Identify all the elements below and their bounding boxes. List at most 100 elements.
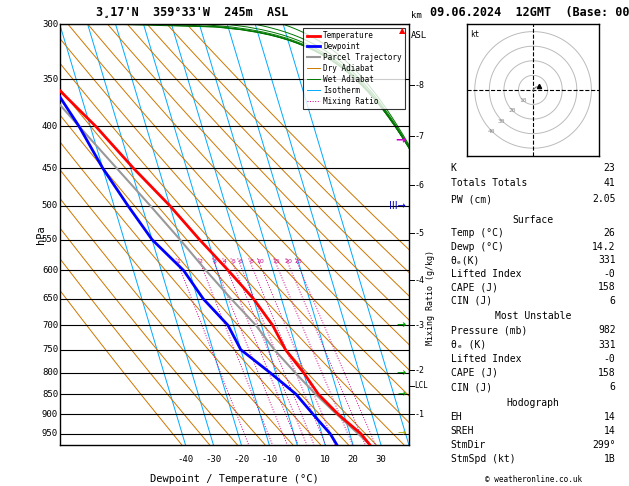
Text: 10: 10: [256, 260, 264, 264]
Text: SREH: SREH: [450, 426, 474, 436]
Text: ASL: ASL: [411, 31, 427, 39]
Text: Totals Totals: Totals Totals: [450, 178, 527, 189]
Text: 500: 500: [42, 201, 58, 210]
Text: 10: 10: [519, 98, 526, 103]
Text: 41: 41: [604, 178, 616, 189]
Text: LCL: LCL: [415, 381, 428, 390]
Text: -5: -5: [415, 228, 425, 238]
Text: →: →: [396, 367, 406, 378]
Text: 09.06.2024  12GMT  (Base: 00): 09.06.2024 12GMT (Base: 00): [430, 6, 629, 19]
Text: 20: 20: [508, 108, 516, 113]
Text: 0: 0: [294, 455, 300, 464]
Text: hPa: hPa: [36, 225, 45, 244]
Text: ▲: ▲: [399, 26, 406, 35]
Text: -6: -6: [415, 181, 425, 190]
Text: Lifted Index: Lifted Index: [450, 269, 521, 279]
Text: 299°: 299°: [592, 440, 616, 450]
Text: 6: 6: [610, 382, 616, 392]
Text: 20: 20: [348, 455, 359, 464]
Text: 6: 6: [610, 296, 616, 306]
Text: 550: 550: [42, 235, 58, 244]
Text: 1: 1: [176, 260, 181, 264]
Text: →: →: [395, 133, 406, 146]
Text: 14: 14: [604, 426, 616, 436]
Text: 2.05: 2.05: [592, 194, 616, 204]
Text: -7: -7: [415, 132, 425, 140]
Text: -40: -40: [177, 455, 194, 464]
Text: Most Unstable: Most Unstable: [495, 311, 571, 321]
Text: 5: 5: [231, 260, 235, 264]
Text: 20: 20: [284, 260, 292, 264]
Text: -8: -8: [415, 81, 425, 89]
Text: -1: -1: [415, 410, 425, 418]
Text: Dewp (°C): Dewp (°C): [450, 242, 503, 252]
Text: →: →: [398, 389, 406, 399]
Text: -20: -20: [233, 455, 249, 464]
Text: 40: 40: [487, 129, 495, 135]
Text: CAPE (J): CAPE (J): [450, 282, 498, 293]
Text: Surface: Surface: [513, 215, 554, 225]
Text: 158: 158: [598, 282, 616, 293]
Text: StmSpd (kt): StmSpd (kt): [450, 454, 515, 464]
Text: θₑ (K): θₑ (K): [450, 340, 486, 349]
Text: -4: -4: [415, 276, 425, 285]
Text: III→: III→: [389, 201, 406, 211]
Text: 14: 14: [604, 412, 616, 422]
Text: 14.2: 14.2: [592, 242, 616, 252]
Text: 950: 950: [42, 429, 58, 438]
Text: -30: -30: [205, 455, 221, 464]
Text: 331: 331: [598, 340, 616, 349]
Text: θₑ(K): θₑ(K): [450, 255, 480, 265]
Text: 700: 700: [42, 321, 58, 330]
Text: Mixing Ratio (g/kg): Mixing Ratio (g/kg): [426, 250, 435, 345]
Text: Dewpoint / Temperature (°C): Dewpoint / Temperature (°C): [150, 474, 319, 484]
Text: 800: 800: [42, 368, 58, 377]
Text: CIN (J): CIN (J): [450, 382, 492, 392]
Text: K: K: [450, 163, 457, 173]
Text: 300: 300: [42, 20, 58, 29]
Text: 1B: 1B: [604, 454, 616, 464]
Text: →: →: [396, 320, 406, 330]
Text: 850: 850: [42, 390, 58, 399]
Text: 30: 30: [376, 455, 386, 464]
Legend: Temperature, Dewpoint, Parcel Trajectory, Dry Adiabat, Wet Adiabat, Isotherm, Mi: Temperature, Dewpoint, Parcel Trajectory…: [303, 28, 405, 109]
Text: 2: 2: [199, 260, 203, 264]
Text: 15: 15: [272, 260, 281, 264]
Text: 750: 750: [42, 345, 58, 354]
Text: 650: 650: [42, 295, 58, 303]
Text: PW (cm): PW (cm): [450, 194, 492, 204]
Text: kt: kt: [470, 30, 480, 39]
Text: -0: -0: [604, 269, 616, 279]
Text: EH: EH: [450, 412, 462, 422]
Text: 400: 400: [42, 122, 58, 131]
Text: 900: 900: [42, 410, 58, 419]
Text: 6: 6: [238, 260, 242, 264]
Text: 10: 10: [320, 455, 330, 464]
Text: -10: -10: [261, 455, 277, 464]
Text: 4: 4: [223, 260, 227, 264]
Text: Pressure (mb): Pressure (mb): [450, 325, 527, 335]
Text: 8: 8: [249, 260, 253, 264]
Text: km: km: [411, 11, 421, 20]
Text: 982: 982: [598, 325, 616, 335]
Text: 600: 600: [42, 266, 58, 275]
Text: Lifted Index: Lifted Index: [450, 354, 521, 364]
Text: -3: -3: [415, 321, 425, 330]
Text: © weatheronline.co.uk: © weatheronline.co.uk: [484, 474, 582, 484]
Text: CIN (J): CIN (J): [450, 296, 492, 306]
Text: 3: 3: [213, 260, 217, 264]
Text: CAPE (J): CAPE (J): [450, 368, 498, 378]
Text: 25: 25: [294, 260, 302, 264]
Text: 23: 23: [604, 163, 616, 173]
Text: 450: 450: [42, 164, 58, 173]
Text: 331: 331: [598, 255, 616, 265]
Text: Hodograph: Hodograph: [506, 398, 560, 408]
Text: →: →: [398, 429, 406, 439]
Text: 3¸17'N  359°33'W  245m  ASL: 3¸17'N 359°33'W 245m ASL: [96, 6, 289, 19]
Text: -2: -2: [415, 366, 425, 375]
Text: 26: 26: [604, 228, 616, 238]
Text: Temp (°C): Temp (°C): [450, 228, 503, 238]
Text: -0: -0: [604, 354, 616, 364]
Text: 30: 30: [498, 119, 505, 124]
Text: 158: 158: [598, 368, 616, 378]
